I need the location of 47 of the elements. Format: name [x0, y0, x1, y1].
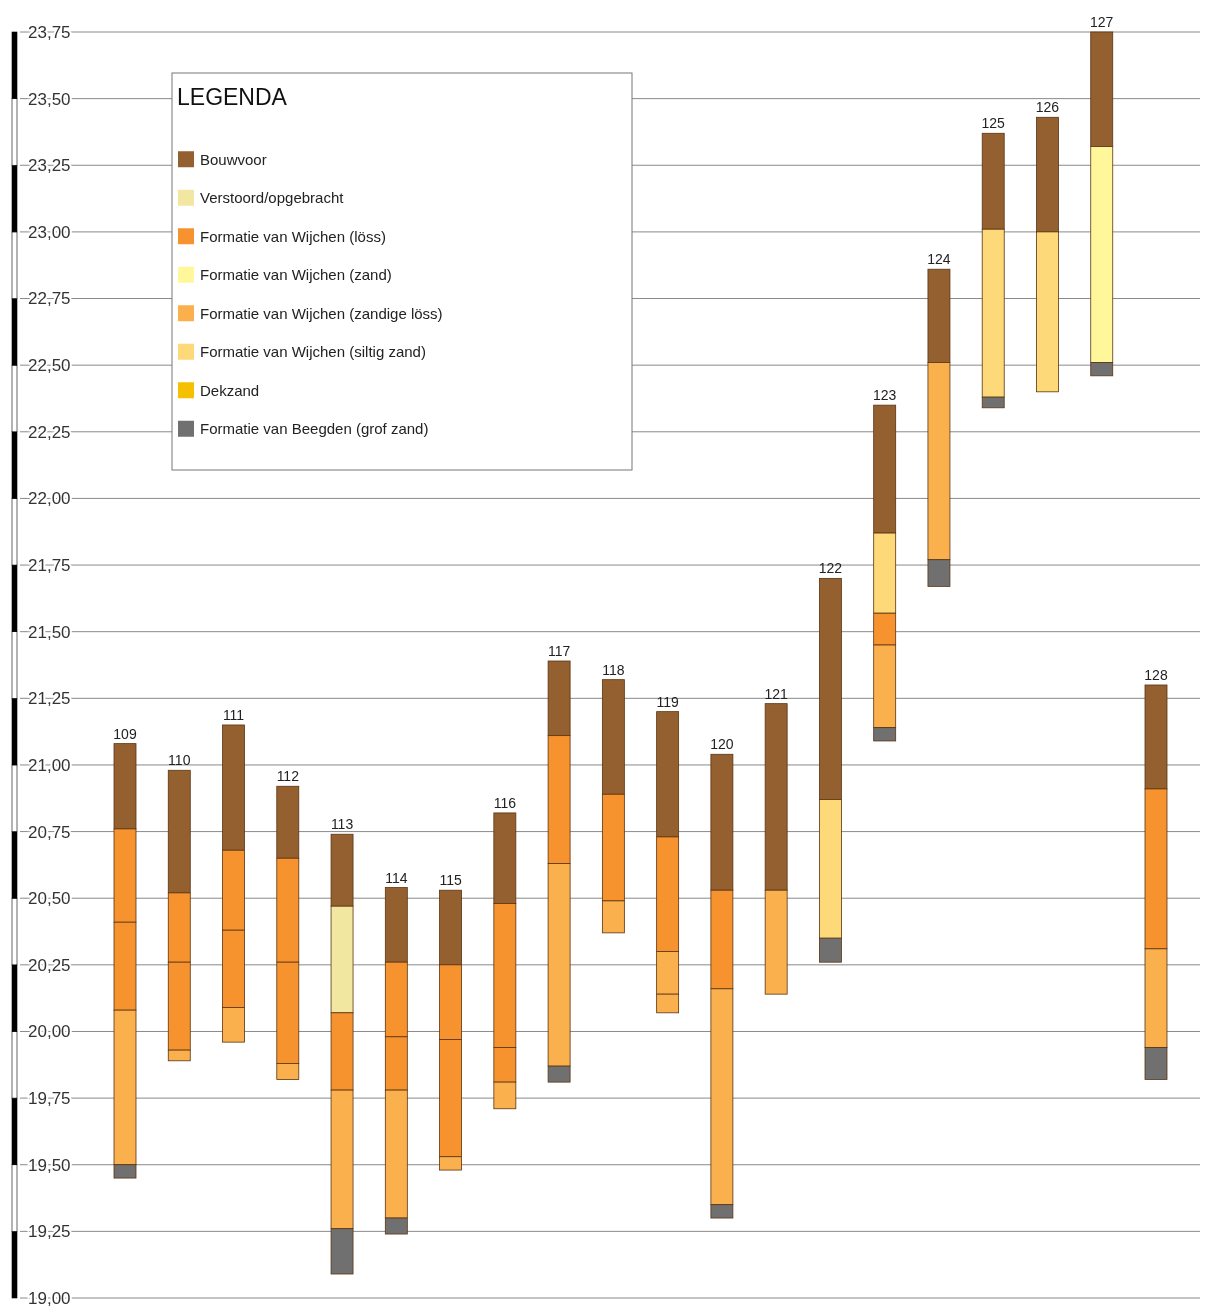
x-tick-label: 127: [1090, 14, 1114, 30]
legend-label: Formatie van Wijchen (löss): [200, 227, 386, 245]
x-tick-label: 122: [818, 560, 843, 577]
legend-label: Formatie van Beegden (grof zand): [200, 420, 429, 437]
x-tick-label: 114: [385, 869, 408, 886]
x-tick-label: 110: [168, 752, 191, 769]
x-tick-label: 125: [981, 115, 1006, 132]
y-tick-label: 20,25: [28, 955, 71, 975]
legend-title: LEGENDA: [177, 84, 288, 110]
y-tick-label: 23,00: [28, 222, 71, 242]
y-tick-label: 21,75: [28, 556, 71, 575]
x-tick-label: 120: [710, 736, 734, 753]
x-tick-label: 117: [547, 643, 571, 659]
x-tick-label: 119: [656, 693, 679, 710]
x-tick-label: 111: [222, 706, 245, 723]
x-tick-label: 112: [276, 768, 300, 785]
legend-label: Formatie van Wijchen (siltig zand): [200, 343, 426, 360]
legend-label: Verstoord/opgebracht: [200, 189, 345, 206]
x-tick-label: 109: [113, 725, 137, 742]
x-tick-label: 121: [764, 685, 789, 702]
legend-label: Formatie van Wijchen (zandige löss): [200, 304, 443, 322]
y-tick-label: 21,25: [28, 689, 71, 709]
y-tick-label: 22,25: [28, 422, 71, 442]
legend-label: Formatie van Wijchen (zand): [200, 266, 392, 283]
y-tick-label: 20,50: [28, 889, 71, 909]
y-tick-label: 21,50: [28, 622, 71, 642]
x-tick-label: 128: [1144, 666, 1168, 683]
y-tick-label: 21,00: [28, 755, 71, 775]
x-tick-label: 115: [439, 872, 462, 889]
legend-label: Dekzand: [200, 381, 260, 399]
y-tick-label: 19,25: [28, 1222, 71, 1242]
x-tick-label: 124: [927, 251, 951, 268]
x-tick-label: 116: [493, 794, 517, 811]
y-tick-label: 23,75: [28, 22, 71, 42]
legend-label: Bouwvoor: [200, 150, 267, 168]
y-tick-label: 19,75: [28, 1089, 71, 1109]
y-tick-label: 20,75: [28, 822, 71, 842]
x-tick-label: 118: [602, 661, 625, 678]
y-tick-label: 23,25: [28, 156, 71, 176]
y-tick-label: 22,50: [28, 356, 71, 376]
x-tick-label: 113: [330, 816, 354, 833]
x-tick-label: 126: [1035, 99, 1060, 116]
x-tick-label: 123: [873, 387, 897, 404]
y-tick-label: 19,00: [28, 1288, 71, 1308]
y-tick-label: 19,50: [28, 1155, 71, 1175]
y-tick-label: 23,50: [28, 89, 71, 109]
y-tick-label: 22,00: [28, 489, 71, 509]
